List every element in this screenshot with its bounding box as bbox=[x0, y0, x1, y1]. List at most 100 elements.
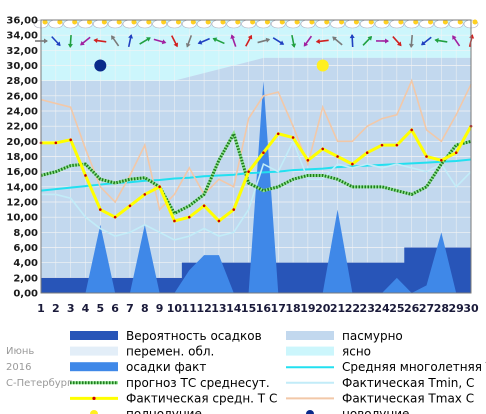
actual-mean-point bbox=[425, 155, 428, 158]
actual-mean-point bbox=[336, 155, 339, 158]
legend-swatch-full_moon bbox=[90, 410, 98, 414]
x-tick-label: 5 bbox=[96, 302, 104, 315]
wind-arrow-icon bbox=[171, 35, 179, 48]
x-tick-label: 28 bbox=[434, 302, 449, 315]
cloud-icon bbox=[63, 19, 78, 29]
sky-band-overcast bbox=[41, 57, 471, 293]
legend-label-actual_tmax: Фактическая Tmax С bbox=[342, 391, 474, 405]
x-tick-label: 17 bbox=[271, 302, 286, 315]
legend-label-overcast: пасмурно bbox=[342, 329, 403, 343]
y-tick-label: 24,00 bbox=[6, 107, 38, 118]
wind-arrow-icon bbox=[392, 36, 402, 47]
wind-arrow-icon bbox=[452, 35, 461, 47]
y-tick-label: 32,00 bbox=[6, 46, 38, 57]
wind-arrow-icon bbox=[291, 34, 297, 48]
legend-swatch-precip_prob bbox=[70, 331, 118, 340]
cloud-icon bbox=[196, 19, 212, 29]
wind-arrow-icon bbox=[245, 34, 253, 47]
caption-city: С-Петербург bbox=[6, 378, 72, 389]
x-tick-label: 1 bbox=[37, 302, 45, 315]
y-tick-label: 18,00 bbox=[6, 152, 38, 163]
actual-mean-point bbox=[262, 151, 265, 155]
legend-label-precip_prob: Вероятность осадков bbox=[126, 329, 262, 343]
legend-label-clear: ясно bbox=[342, 345, 371, 359]
wind-arrow-icon bbox=[67, 34, 73, 48]
cloud-icon bbox=[330, 19, 345, 29]
y-tick-label: 22,00 bbox=[6, 122, 38, 133]
new-moon-icon bbox=[94, 59, 107, 72]
legend-label-new_moon: новолуние bbox=[342, 407, 409, 414]
actual-mean-point bbox=[247, 170, 250, 173]
actual-mean-point bbox=[187, 215, 191, 219]
x-tick-label: 9 bbox=[156, 302, 164, 315]
wind-arrow-icon bbox=[127, 34, 134, 48]
y-tick-label: 14,00 bbox=[6, 182, 38, 193]
legend-swatch-clear bbox=[286, 346, 334, 356]
cloud-icon bbox=[404, 19, 419, 29]
x-tick-label: 27 bbox=[419, 302, 434, 315]
wind-arrow-icon bbox=[139, 37, 151, 45]
caption-month: Июнь bbox=[6, 346, 34, 357]
x-tick-label: 20 bbox=[315, 302, 331, 315]
actual-mean-point bbox=[454, 151, 458, 155]
actual-mean-point bbox=[54, 141, 58, 145]
actual-mean-point bbox=[351, 162, 354, 166]
wind-arrow-icon bbox=[153, 38, 167, 45]
actual-mean-point bbox=[440, 158, 443, 162]
wind-arrow-icon bbox=[257, 37, 271, 44]
actual-mean-point bbox=[380, 143, 384, 147]
caption-year: 2016 bbox=[6, 362, 31, 373]
y-tick-label: 30,00 bbox=[6, 61, 38, 72]
actual-mean-point bbox=[276, 132, 280, 136]
actual-mean-point bbox=[202, 204, 206, 208]
cloud-icon bbox=[48, 19, 64, 29]
y-axis-ticks: 0,00 2,00 4,00 6,00 8,00 10,00 12,00 14,00 16,00… bbox=[6, 16, 38, 300]
actual-mean-point bbox=[69, 138, 72, 142]
series-forecast-mean-halo bbox=[40, 129, 472, 216]
actual-mean-point bbox=[99, 208, 102, 211]
series-actual-tmax bbox=[40, 78, 472, 212]
x-tick-label: 25 bbox=[389, 302, 404, 315]
actual-mean-point bbox=[395, 143, 399, 147]
legend-label-variable: перемен. обл. bbox=[126, 345, 214, 359]
cloud-icon bbox=[211, 19, 227, 29]
cloud-icon bbox=[167, 19, 182, 29]
x-tick-label: 30 bbox=[463, 302, 479, 315]
y-tick-label: 2,00 bbox=[13, 273, 38, 284]
legend-label-actual_tmin: Фактическая Tmin, С bbox=[342, 376, 474, 390]
wind-arrow-icon bbox=[197, 37, 210, 45]
x-tick-label: 26 bbox=[404, 302, 420, 315]
x-tick-label: 12 bbox=[196, 302, 211, 315]
wind-arrow-icon bbox=[185, 35, 193, 48]
actual-mean-point bbox=[128, 204, 132, 208]
legend-label-actual_mean: Фактическая средн. Т С bbox=[126, 391, 277, 405]
y-tick-label: 0,00 bbox=[13, 289, 38, 300]
y-tick-label: 34,00 bbox=[6, 31, 38, 42]
legend-label-forecast_mean: прогноз ТС среднесут. bbox=[126, 376, 270, 390]
wind-arrow-icon bbox=[349, 34, 355, 48]
x-tick-label: 6 bbox=[111, 302, 119, 315]
legend-label-precip_fact: осадки факт bbox=[126, 360, 206, 374]
legend-swatch-new_moon bbox=[306, 410, 314, 414]
y-tick-label: 26,00 bbox=[6, 91, 38, 102]
x-tick-label: 8 bbox=[141, 302, 149, 315]
y-tick-label: 4,00 bbox=[13, 258, 38, 269]
cloud-icon bbox=[419, 19, 434, 29]
legend-swatch-overcast bbox=[286, 331, 334, 340]
x-tick-label: 13 bbox=[211, 302, 226, 315]
cloud-icon bbox=[389, 19, 405, 29]
x-axis-ticks: 1 2 3 4 5 6 7 8 9 10 11 12 13 14 15 16 17 18 19 20 21 22 23 24 2… bbox=[37, 302, 479, 315]
moon-phase-markers bbox=[94, 59, 329, 72]
actual-mean-point bbox=[291, 136, 295, 139]
x-tick-label: 24 bbox=[374, 302, 390, 315]
actual-mean-point bbox=[306, 158, 310, 162]
cloud-icon bbox=[152, 19, 167, 29]
x-tick-label: 15 bbox=[241, 302, 256, 315]
y-tick-label: 10,00 bbox=[6, 213, 38, 224]
legend-label-full_moon: полнолуние bbox=[126, 407, 202, 414]
wind-arrow-icon bbox=[376, 38, 390, 44]
x-tick-label: 18 bbox=[285, 302, 300, 315]
wind-arrow-icon bbox=[272, 37, 285, 45]
x-tick-label: 23 bbox=[360, 302, 375, 315]
actual-mean-point bbox=[217, 219, 221, 223]
